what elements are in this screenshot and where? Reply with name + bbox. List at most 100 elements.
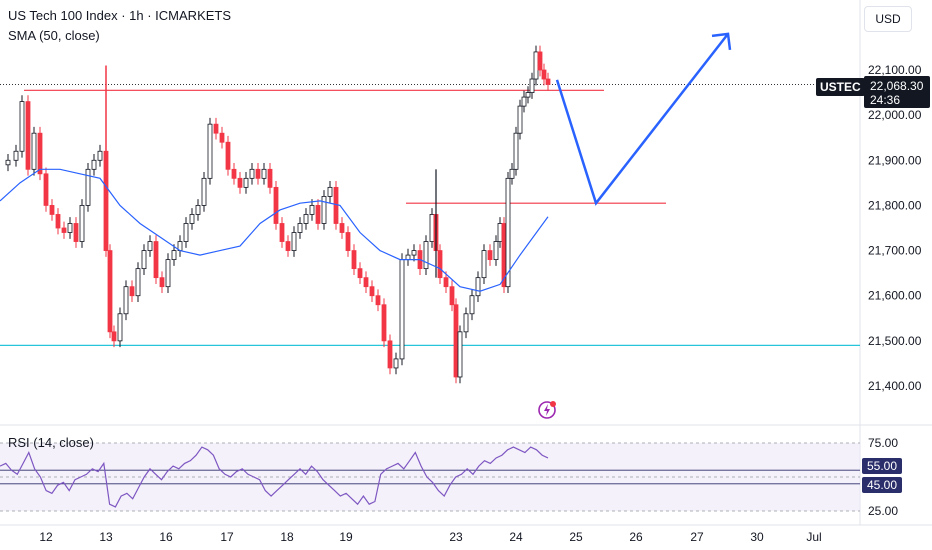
candle-body bbox=[285, 241, 291, 251]
time-tick-label: 19 bbox=[339, 530, 353, 544]
candle-body bbox=[55, 214, 61, 229]
symbol-tag: USTEC bbox=[816, 78, 865, 96]
candle-body bbox=[37, 132, 43, 175]
candle-body bbox=[309, 205, 315, 215]
candle-body bbox=[249, 168, 255, 179]
rsi-pane: 75.00 25.00 bbox=[0, 436, 898, 518]
candle-body bbox=[159, 277, 165, 288]
candle-body bbox=[243, 177, 249, 188]
candle-body bbox=[129, 286, 135, 297]
candle-body bbox=[363, 277, 369, 288]
rsi-line bbox=[0, 446, 549, 508]
candle-body bbox=[49, 205, 55, 215]
candle-body bbox=[497, 223, 503, 242]
candle-body bbox=[357, 268, 363, 279]
candle-series bbox=[5, 45, 551, 384]
projection-arrow[interactable] bbox=[555, 32, 732, 206]
price-tick-label: 22,100.00 bbox=[868, 63, 922, 77]
price-tick-label: 21,900.00 bbox=[868, 153, 922, 167]
projection-path bbox=[555, 33, 729, 206]
projection-arrowhead bbox=[711, 32, 732, 51]
candle-body bbox=[19, 101, 25, 152]
price-tick-label: 21,600.00 bbox=[868, 289, 922, 303]
price-tick-label: 22,000.00 bbox=[868, 108, 922, 122]
candle-body bbox=[345, 232, 351, 251]
time-tick-label: 13 bbox=[99, 530, 113, 544]
candle-body bbox=[165, 259, 171, 288]
candle-body bbox=[111, 331, 117, 342]
candle-body bbox=[85, 168, 91, 206]
candle-body bbox=[43, 173, 49, 206]
candle-body bbox=[73, 223, 79, 242]
candle-body bbox=[207, 123, 213, 179]
candle-body bbox=[537, 51, 543, 71]
candle-body bbox=[25, 101, 31, 170]
price-axis: 22,100.00 22,000.00 21,900.00 21,800.00 21,7… bbox=[0, 0, 932, 526]
candle-body bbox=[225, 141, 231, 170]
bar-countdown: 24:36 bbox=[870, 93, 901, 107]
candle-body bbox=[475, 277, 481, 297]
candle-body bbox=[303, 214, 309, 224]
candle-body bbox=[541, 69, 547, 80]
candle-body bbox=[513, 132, 519, 170]
candle-body bbox=[189, 214, 195, 224]
sma-polyline bbox=[0, 168, 549, 292]
candle-body bbox=[387, 340, 393, 369]
time-tick-label: 27 bbox=[690, 530, 704, 544]
candle-body bbox=[61, 227, 67, 233]
candle-body bbox=[533, 51, 539, 80]
candle-body bbox=[231, 168, 237, 179]
time-axis: 12 13 16 17 18 19 23 24 25 26 27 30 Jul bbox=[39, 530, 821, 544]
candle-body bbox=[107, 250, 113, 333]
lightning-bolt-icon[interactable] bbox=[537, 400, 557, 420]
candle-body bbox=[429, 214, 435, 242]
candle-body bbox=[147, 241, 153, 251]
currency-button[interactable]: USD bbox=[864, 6, 912, 32]
indicator-legend: SMA (50, close) bbox=[8, 28, 100, 43]
candle-body bbox=[171, 250, 177, 260]
candle-body bbox=[443, 277, 449, 288]
time-tick-label: 25 bbox=[569, 530, 583, 544]
candle-body bbox=[183, 223, 189, 242]
candle-body bbox=[545, 78, 551, 85]
horizontal-levels[interactable] bbox=[0, 84, 860, 346]
time-tick-label: Jul bbox=[806, 530, 821, 544]
candle-body bbox=[255, 168, 261, 179]
candle-body bbox=[213, 123, 219, 134]
candle-body bbox=[505, 177, 511, 288]
candle-body bbox=[399, 259, 405, 360]
time-tick-label: 26 bbox=[629, 530, 643, 544]
time-tick-label: 23 bbox=[449, 530, 463, 544]
sma-line bbox=[0, 168, 549, 292]
candle-body bbox=[31, 132, 37, 170]
candle-body bbox=[261, 168, 267, 179]
rsi-tick-25: 25.00 bbox=[868, 504, 898, 518]
candle-body bbox=[321, 195, 327, 224]
candle-body bbox=[457, 331, 463, 378]
candle-body bbox=[375, 295, 381, 306]
rsi-level-55-tag: 55.00 bbox=[862, 458, 902, 474]
candle-body bbox=[493, 241, 499, 261]
candle-body bbox=[279, 223, 285, 242]
candle-body bbox=[267, 168, 273, 188]
candle-body bbox=[521, 96, 527, 107]
candle-body bbox=[297, 223, 303, 233]
candle-body bbox=[369, 286, 375, 297]
candle-body bbox=[273, 186, 279, 224]
candle-body bbox=[237, 177, 243, 188]
candle-body bbox=[453, 304, 459, 378]
candle-body bbox=[405, 254, 411, 260]
candle-body bbox=[327, 186, 333, 197]
last-price-tag: 22,068.30 24:36 bbox=[864, 76, 930, 108]
price-tick-label: 21,700.00 bbox=[868, 244, 922, 258]
time-tick-label: 24 bbox=[509, 530, 523, 544]
rsi-tick-75: 75.00 bbox=[868, 436, 898, 450]
candle-body bbox=[469, 295, 475, 315]
candle-body bbox=[67, 223, 73, 233]
candle-body bbox=[525, 92, 531, 98]
time-tick-label: 30 bbox=[750, 530, 764, 544]
time-tick-label: 16 bbox=[159, 530, 173, 544]
candle-body bbox=[423, 241, 429, 270]
candle-body bbox=[487, 250, 493, 260]
